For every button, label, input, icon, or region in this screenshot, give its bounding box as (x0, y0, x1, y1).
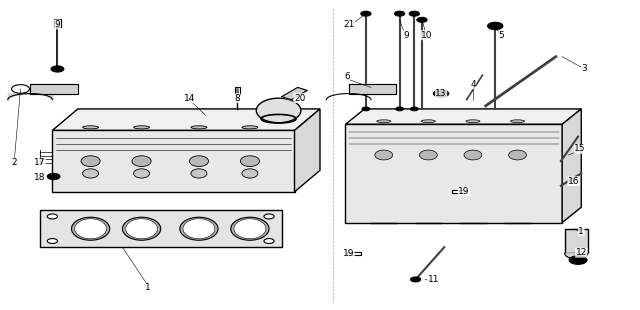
Ellipse shape (191, 126, 207, 129)
Bar (54, 19, 61, 27)
Polygon shape (349, 84, 396, 94)
Circle shape (488, 22, 503, 30)
Text: 5: 5 (499, 31, 504, 40)
Ellipse shape (134, 126, 150, 129)
Ellipse shape (132, 156, 151, 166)
Circle shape (51, 66, 64, 72)
Text: 3: 3 (582, 64, 588, 73)
Circle shape (417, 17, 427, 22)
Text: 21: 21 (343, 20, 355, 29)
Text: 14: 14 (184, 94, 195, 103)
Polygon shape (282, 87, 307, 100)
Text: 11: 11 (428, 275, 439, 284)
Ellipse shape (83, 169, 99, 178)
Ellipse shape (377, 120, 391, 122)
Polygon shape (52, 131, 294, 192)
Text: 16: 16 (568, 177, 579, 186)
Ellipse shape (419, 150, 437, 160)
Text: 12: 12 (575, 248, 587, 257)
Text: 17: 17 (34, 158, 45, 167)
Ellipse shape (191, 169, 207, 178)
Text: 9: 9 (403, 31, 409, 40)
Text: 6: 6 (344, 72, 349, 81)
Ellipse shape (189, 156, 209, 166)
Ellipse shape (256, 98, 301, 123)
Ellipse shape (72, 217, 109, 240)
Polygon shape (565, 229, 588, 253)
Polygon shape (294, 109, 320, 192)
Bar (452, 190, 466, 193)
Circle shape (47, 173, 60, 179)
Ellipse shape (81, 156, 100, 166)
Circle shape (361, 11, 371, 16)
Text: 2: 2 (12, 158, 17, 167)
Ellipse shape (183, 219, 215, 239)
Text: 15: 15 (574, 144, 586, 153)
Ellipse shape (83, 126, 99, 129)
Polygon shape (562, 109, 581, 223)
Ellipse shape (241, 156, 259, 166)
Text: 18: 18 (34, 173, 45, 182)
Circle shape (264, 214, 274, 219)
Text: 1: 1 (579, 227, 584, 236)
Circle shape (47, 214, 58, 219)
Ellipse shape (234, 219, 266, 239)
Ellipse shape (466, 120, 480, 122)
Text: 10: 10 (421, 31, 433, 40)
Circle shape (362, 107, 370, 111)
Ellipse shape (242, 169, 258, 178)
Circle shape (396, 107, 403, 111)
Polygon shape (52, 109, 320, 131)
Circle shape (433, 90, 449, 97)
Ellipse shape (464, 150, 482, 160)
Ellipse shape (421, 120, 435, 122)
Circle shape (410, 277, 420, 282)
Text: 9: 9 (54, 20, 60, 29)
Circle shape (394, 11, 404, 16)
Polygon shape (346, 124, 562, 223)
Circle shape (569, 256, 587, 264)
Text: 19: 19 (458, 187, 470, 196)
Polygon shape (346, 109, 581, 124)
Circle shape (409, 11, 419, 16)
Bar (235, 87, 240, 94)
Ellipse shape (122, 217, 161, 240)
Ellipse shape (125, 219, 157, 239)
Text: 19: 19 (343, 250, 355, 259)
Text: 4: 4 (470, 80, 476, 89)
Ellipse shape (134, 169, 150, 178)
Text: 8: 8 (234, 94, 240, 103)
Ellipse shape (75, 219, 106, 239)
Text: 20: 20 (294, 94, 305, 103)
Text: 1: 1 (145, 283, 151, 292)
Ellipse shape (511, 120, 525, 122)
Ellipse shape (180, 217, 218, 240)
Ellipse shape (509, 150, 527, 160)
Ellipse shape (242, 126, 258, 129)
Text: 13: 13 (435, 89, 447, 98)
Polygon shape (30, 84, 78, 94)
Circle shape (264, 239, 274, 243)
Ellipse shape (231, 217, 269, 240)
Ellipse shape (375, 150, 393, 160)
Polygon shape (40, 210, 282, 247)
Circle shape (410, 107, 418, 111)
Circle shape (47, 239, 58, 243)
Circle shape (12, 85, 29, 93)
Bar (347, 252, 361, 255)
